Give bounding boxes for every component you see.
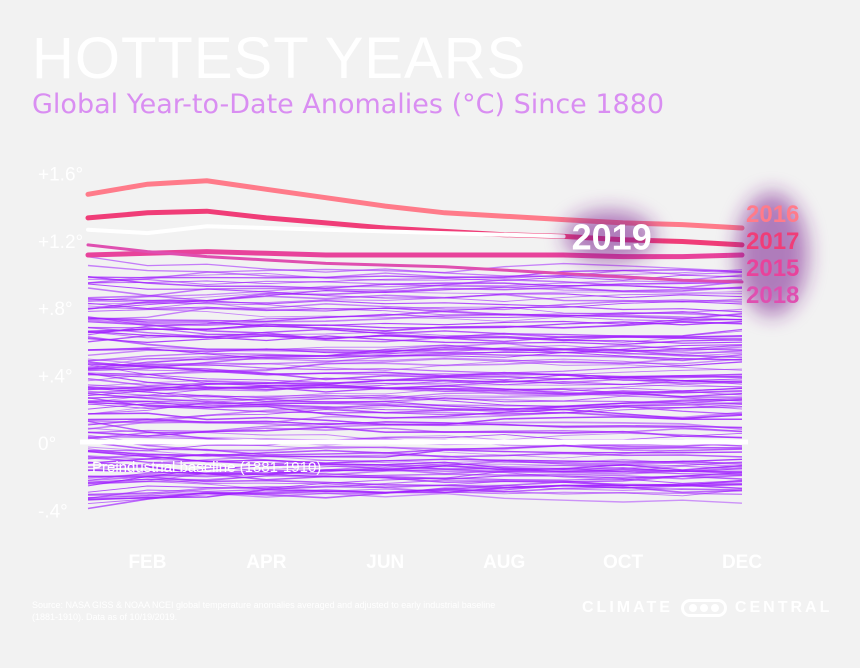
historical-year-line <box>87 422 743 434</box>
historical-year-line <box>87 372 743 394</box>
historical-year-line <box>87 436 743 452</box>
historical-year-line <box>87 358 743 371</box>
historical-year-line <box>87 283 743 299</box>
historical-year-line <box>87 461 743 487</box>
baseline-group: Preindustrial baseline (1881-1910) <box>80 439 748 476</box>
historical-year-line <box>87 463 743 475</box>
historical-year-line <box>87 449 743 464</box>
historical-year-line <box>87 385 743 398</box>
historical-year-line <box>87 361 743 374</box>
series-line-2018 <box>86 243 744 284</box>
historical-year-line <box>87 397 743 416</box>
logo-text-left: CLIMATE <box>582 599 673 616</box>
historical-year-line <box>87 328 743 343</box>
historical-year-line <box>87 432 743 441</box>
historical-year-line <box>87 384 743 403</box>
year-label-2019: 2019 <box>572 216 652 257</box>
y-tick-label: +.4° <box>38 367 73 388</box>
historical-year-line <box>87 278 743 292</box>
historical-year-line <box>87 469 743 480</box>
historical-year-line <box>87 269 743 284</box>
climate-central-logo: CLIMATE CENTRAL <box>582 599 832 617</box>
y-tick-label: +1.6° <box>38 164 83 185</box>
y-axis-ticks: +1.6° +1.2° +.8° +.4° 0° -.4° <box>38 164 83 522</box>
historical-year-line <box>87 475 743 489</box>
historical-year-line <box>87 331 743 343</box>
year-label-2015: 2015 <box>746 255 799 282</box>
historical-year-line <box>87 310 743 323</box>
historical-year-line <box>87 479 743 500</box>
year-label-2016: 2016 <box>746 201 799 228</box>
historical-year-lines <box>87 256 743 510</box>
historical-year-line <box>87 348 743 370</box>
historical-year-line <box>87 390 743 399</box>
chart-subtitle: Global Year-to-Date Anomalies (°C) Since… <box>32 89 665 120</box>
historical-year-line <box>87 344 743 354</box>
x-tick-label: AUG <box>483 552 525 573</box>
label-glow-2019 <box>563 210 656 263</box>
historical-year-line <box>87 388 743 413</box>
x-tick-label: DEC <box>722 552 762 573</box>
x-tick-label: OCT <box>603 552 644 573</box>
historical-year-line <box>87 344 743 362</box>
historical-year-line <box>87 473 743 484</box>
historical-year-line <box>87 276 743 289</box>
historical-year-line <box>87 462 743 484</box>
historical-year-line <box>87 357 743 376</box>
historical-year-line <box>87 285 743 310</box>
y-tick-label: +.8° <box>38 299 73 320</box>
historical-year-line <box>87 400 743 407</box>
historical-year-line <box>87 364 743 386</box>
historical-year-line <box>87 308 743 322</box>
historical-year-line <box>87 336 743 359</box>
y-tick-label: +1.2° <box>38 232 83 253</box>
historical-year-line <box>87 418 743 429</box>
historical-year-line <box>87 379 743 388</box>
historical-year-line <box>87 262 743 284</box>
historical-year-line <box>87 274 743 284</box>
historical-year-line <box>87 401 743 420</box>
temperature-chart: +1.6° +1.2° +.8° +.4° 0° -.4° FEB APR JUN AUG OCT… <box>38 164 808 573</box>
historical-year-line <box>87 480 743 491</box>
x-axis-ticks: FEB APR JUN AUG OCT DEC <box>128 552 762 573</box>
year-label-2018: 2018 <box>746 282 799 309</box>
historical-year-line <box>87 301 743 312</box>
historical-year-line <box>87 450 743 464</box>
label-glow <box>736 192 808 316</box>
historical-year-line <box>87 287 743 303</box>
historical-year-line <box>87 432 743 452</box>
highlight-year-lines <box>85 178 745 284</box>
historical-year-line <box>87 317 743 329</box>
historical-year-line <box>87 313 743 326</box>
y-tick-label: -.4° <box>38 501 68 522</box>
x-tick-label: APR <box>246 552 286 573</box>
year-label-2017: 2017 <box>746 228 799 255</box>
historical-year-line <box>87 346 743 368</box>
x-tick-label: JUN <box>366 552 404 573</box>
historical-year-line <box>87 461 743 483</box>
y-tick-label: 0° <box>38 434 56 455</box>
series-line-2019 <box>86 224 566 239</box>
historical-year-line <box>87 290 743 302</box>
historical-year-line <box>87 320 743 343</box>
x-tick-label: FEB <box>128 552 166 573</box>
historical-year-line <box>87 368 743 382</box>
historical-year-line <box>87 486 743 497</box>
historical-year-line <box>87 372 743 392</box>
historical-year-line <box>87 357 743 365</box>
chart-title: HOTTEST YEARS <box>32 26 527 91</box>
historical-year-line <box>87 278 743 303</box>
baseline-label: Preindustrial baseline (1881-1910) <box>92 459 321 476</box>
historical-year-line <box>87 300 743 317</box>
logo-mark-icon <box>680 599 727 617</box>
historical-year-line <box>87 412 742 426</box>
historical-year-line <box>87 426 743 439</box>
logo-text-right: CENTRAL <box>734 599 833 616</box>
historical-year-line <box>87 269 743 279</box>
historical-year-line <box>87 407 743 430</box>
source-note: Source: NASA GISS & NOAA NCEI global tem… <box>32 600 496 622</box>
